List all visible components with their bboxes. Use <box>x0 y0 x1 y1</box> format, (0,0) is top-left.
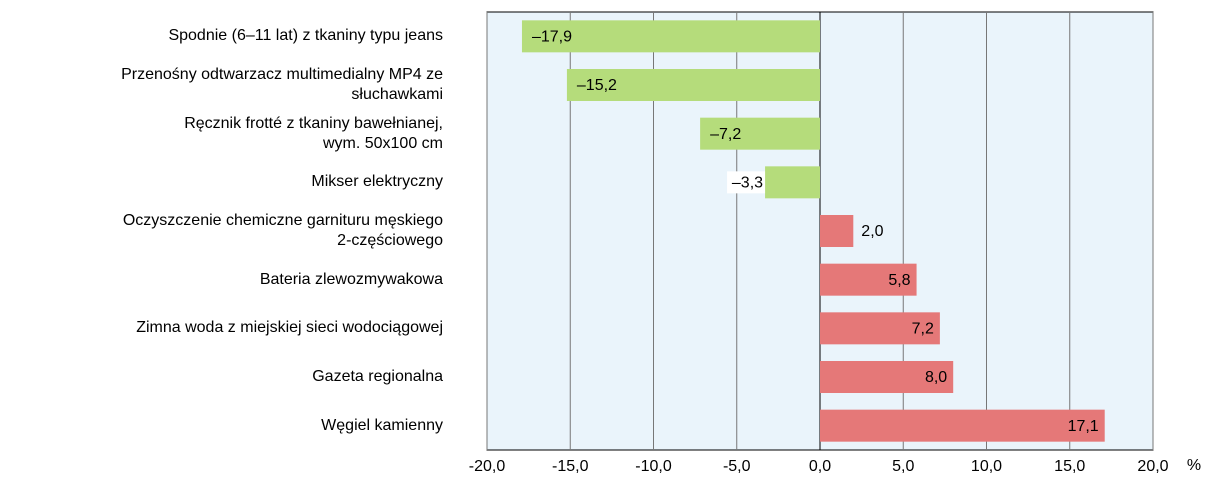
y-tick-label: Mikser elektryczny <box>311 173 443 191</box>
bar <box>820 409 1105 442</box>
y-tick-label: Ręcznik frotté z tkaniny bawełnianej, wy… <box>184 114 443 152</box>
y-tick-label: Przenośny odtwarzacz multimedialny MP4 z… <box>121 66 443 103</box>
value-label: –3,3 <box>732 175 763 192</box>
x-tick-label: 20,0 <box>1137 458 1168 475</box>
bar <box>820 312 940 345</box>
y-tick-label: Węgiel kamienny <box>321 416 443 434</box>
value-label: –7,2 <box>710 126 741 143</box>
x-axis-label: % <box>1187 457 1201 474</box>
bar <box>521 20 820 53</box>
x-tick-label: -5,0 <box>723 458 751 475</box>
y-tick-label: Gazeta regionalna <box>312 368 443 385</box>
bar <box>820 263 917 296</box>
x-tick-label: -15,0 <box>552 458 589 475</box>
x-tick-label: -20,0 <box>469 458 506 475</box>
value-label-bg <box>727 171 766 194</box>
x-tick-label: 5,0 <box>892 458 914 475</box>
bar <box>820 361 954 393</box>
value-label: –15,2 <box>577 77 617 94</box>
x-tick-label: 0,0 <box>809 458 831 475</box>
y-tick-label: Bateria zlewozmywakowa <box>259 270 443 288</box>
value-label: 17,1 <box>1068 418 1099 435</box>
value-label: 8,0 <box>925 369 947 386</box>
x-tick-label: 10,0 <box>971 458 1002 475</box>
y-tick-label: Oczyszczenie chemiczne garnituru męskieg… <box>122 212 443 249</box>
bar <box>566 69 820 101</box>
value-label: –17,9 <box>532 29 572 46</box>
value-label: 5,8 <box>888 272 910 289</box>
bar <box>765 166 820 199</box>
x-tick-label: 15,0 <box>1054 458 1085 475</box>
value-label: 2,0 <box>861 223 883 240</box>
bar <box>700 117 820 150</box>
bar <box>820 215 854 247</box>
y-tick-label: Spodnie (6–11 lat) z tkaniny typu jeans <box>168 27 443 45</box>
x-tick-label: -10,0 <box>635 458 672 475</box>
y-tick-label: Zimna woda z miejskiej sieci wodociągowe… <box>136 319 443 337</box>
value-label: 7,2 <box>912 321 934 338</box>
